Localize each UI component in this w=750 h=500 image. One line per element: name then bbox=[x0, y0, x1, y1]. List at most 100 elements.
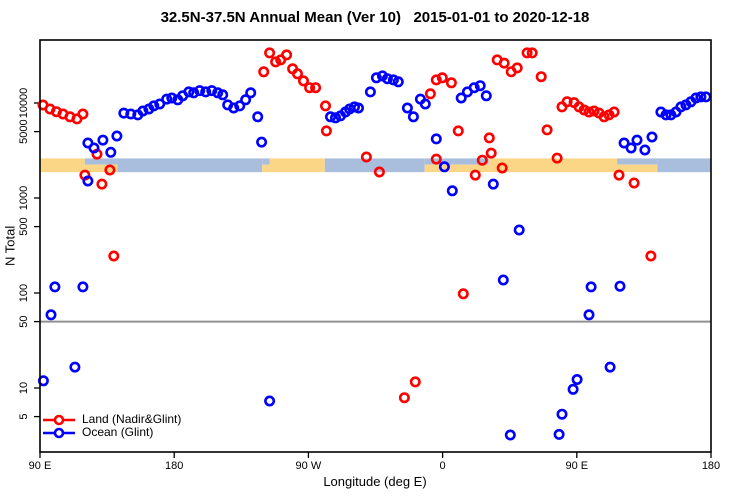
data-point-ocean bbox=[206, 85, 218, 97]
x-tick-label: 90 W bbox=[296, 460, 322, 472]
data-point-land bbox=[551, 152, 563, 164]
data-points-layer bbox=[37, 47, 712, 441]
surface-band-segment bbox=[269, 158, 325, 173]
data-point-ocean bbox=[118, 107, 130, 119]
data-point-ocean bbox=[125, 108, 137, 120]
surface-band-segment bbox=[40, 158, 85, 173]
data-point-land bbox=[469, 169, 481, 181]
data-point-land bbox=[398, 392, 410, 404]
data-point-ocean bbox=[455, 92, 467, 104]
data-point-ocean bbox=[438, 161, 450, 173]
data-point-ocean bbox=[571, 373, 583, 385]
data-point-ocean bbox=[69, 361, 81, 373]
surface-band-segment bbox=[617, 158, 658, 165]
surface-band-segment bbox=[84, 158, 118, 165]
chart-title: 32.5N-37.5N Annual Mean (Ver 10) 2015-01… bbox=[160, 9, 590, 26]
data-point-ocean bbox=[614, 280, 626, 292]
data-point-ocean bbox=[639, 144, 651, 156]
y-tick-label: 10 bbox=[18, 382, 30, 394]
data-point-land bbox=[483, 132, 495, 144]
data-point-ocean bbox=[631, 134, 643, 146]
data-point-ocean bbox=[154, 98, 166, 110]
y-axis-label: N Total bbox=[2, 225, 18, 267]
data-point-ocean bbox=[256, 136, 268, 148]
data-point-land bbox=[628, 177, 640, 189]
data-point-ocean bbox=[188, 87, 200, 99]
surface-band-segment bbox=[617, 164, 658, 173]
data-point-ocean bbox=[137, 105, 149, 117]
data-point-ocean bbox=[49, 281, 61, 293]
data-point-ocean bbox=[660, 109, 672, 121]
data-point-ocean bbox=[252, 111, 264, 123]
data-point-ocean bbox=[497, 274, 509, 286]
data-point-ocean bbox=[695, 91, 707, 103]
data-point-ocean bbox=[111, 130, 123, 142]
data-point-land bbox=[430, 74, 442, 86]
x-axis-label: Longitude (deg E) bbox=[323, 474, 427, 489]
data-point-ocean bbox=[240, 94, 252, 106]
data-point-land bbox=[452, 125, 464, 137]
data-point-land bbox=[304, 82, 316, 94]
y-tick-label: 5000 bbox=[18, 119, 30, 143]
data-point-ocean bbox=[234, 100, 246, 112]
data-point-ocean bbox=[618, 137, 630, 149]
data-point-ocean bbox=[352, 102, 364, 114]
data-point-ocean bbox=[228, 102, 240, 114]
data-point-ocean bbox=[364, 86, 376, 98]
surface-band-segment bbox=[424, 164, 489, 173]
data-point-land bbox=[526, 47, 538, 59]
y-tick-label: 500 bbox=[18, 217, 30, 235]
data-point-land bbox=[77, 108, 89, 120]
data-point-ocean bbox=[194, 85, 206, 97]
data-point-ocean bbox=[166, 92, 178, 104]
data-point-ocean bbox=[97, 134, 109, 146]
data-point-land bbox=[360, 151, 372, 163]
data-point-ocean bbox=[161, 93, 173, 105]
data-point-land bbox=[498, 57, 510, 69]
data-point-land bbox=[535, 71, 547, 83]
data-point-ocean bbox=[474, 80, 486, 92]
data-point-land bbox=[373, 166, 385, 178]
surface-band-segment bbox=[657, 158, 711, 173]
data-point-land bbox=[541, 124, 553, 136]
data-point-ocean bbox=[407, 111, 419, 123]
surface-band-segment bbox=[84, 164, 118, 173]
data-point-ocean bbox=[480, 90, 492, 102]
data-point-ocean bbox=[392, 76, 404, 88]
data-point-land bbox=[583, 106, 595, 118]
data-point-ocean bbox=[583, 309, 595, 321]
data-point-ocean bbox=[585, 281, 597, 293]
data-point-ocean bbox=[556, 408, 568, 420]
data-point-ocean bbox=[419, 98, 431, 110]
data-point-land bbox=[445, 77, 457, 89]
data-point-ocean bbox=[183, 86, 195, 98]
data-point-ocean bbox=[45, 309, 57, 321]
data-point-land bbox=[108, 250, 120, 262]
data-point-ocean bbox=[88, 142, 100, 154]
data-point-land bbox=[511, 62, 523, 74]
data-point-land bbox=[270, 56, 282, 68]
data-point-ocean bbox=[401, 102, 413, 114]
legend-marker-icon bbox=[53, 427, 65, 438]
legend-item-ocean: Ocean (Glint) bbox=[42, 426, 181, 439]
data-point-ocean bbox=[370, 72, 382, 84]
legend-label-ocean: Ocean (Glint) bbox=[82, 425, 154, 439]
data-point-ocean bbox=[329, 112, 341, 124]
data-point-land bbox=[430, 153, 442, 165]
x-tick-label: 180 bbox=[702, 460, 720, 472]
data-point-land bbox=[264, 47, 276, 59]
data-point-ocean bbox=[217, 89, 229, 101]
x-tick-label: 90 E bbox=[29, 460, 52, 472]
data-point-ocean bbox=[690, 92, 702, 104]
legend-symbol-ocean bbox=[43, 427, 75, 438]
y-tick-label: 1000 bbox=[18, 186, 30, 210]
data-point-ocean bbox=[200, 86, 212, 98]
data-point-land bbox=[436, 72, 448, 84]
data-point-land bbox=[297, 75, 309, 87]
y-tick-label: 10000 bbox=[18, 88, 30, 119]
surface-band-segment bbox=[488, 158, 618, 173]
legend-symbol-land bbox=[43, 414, 75, 425]
data-point-land bbox=[613, 169, 625, 181]
data-point-ocean bbox=[148, 100, 160, 112]
